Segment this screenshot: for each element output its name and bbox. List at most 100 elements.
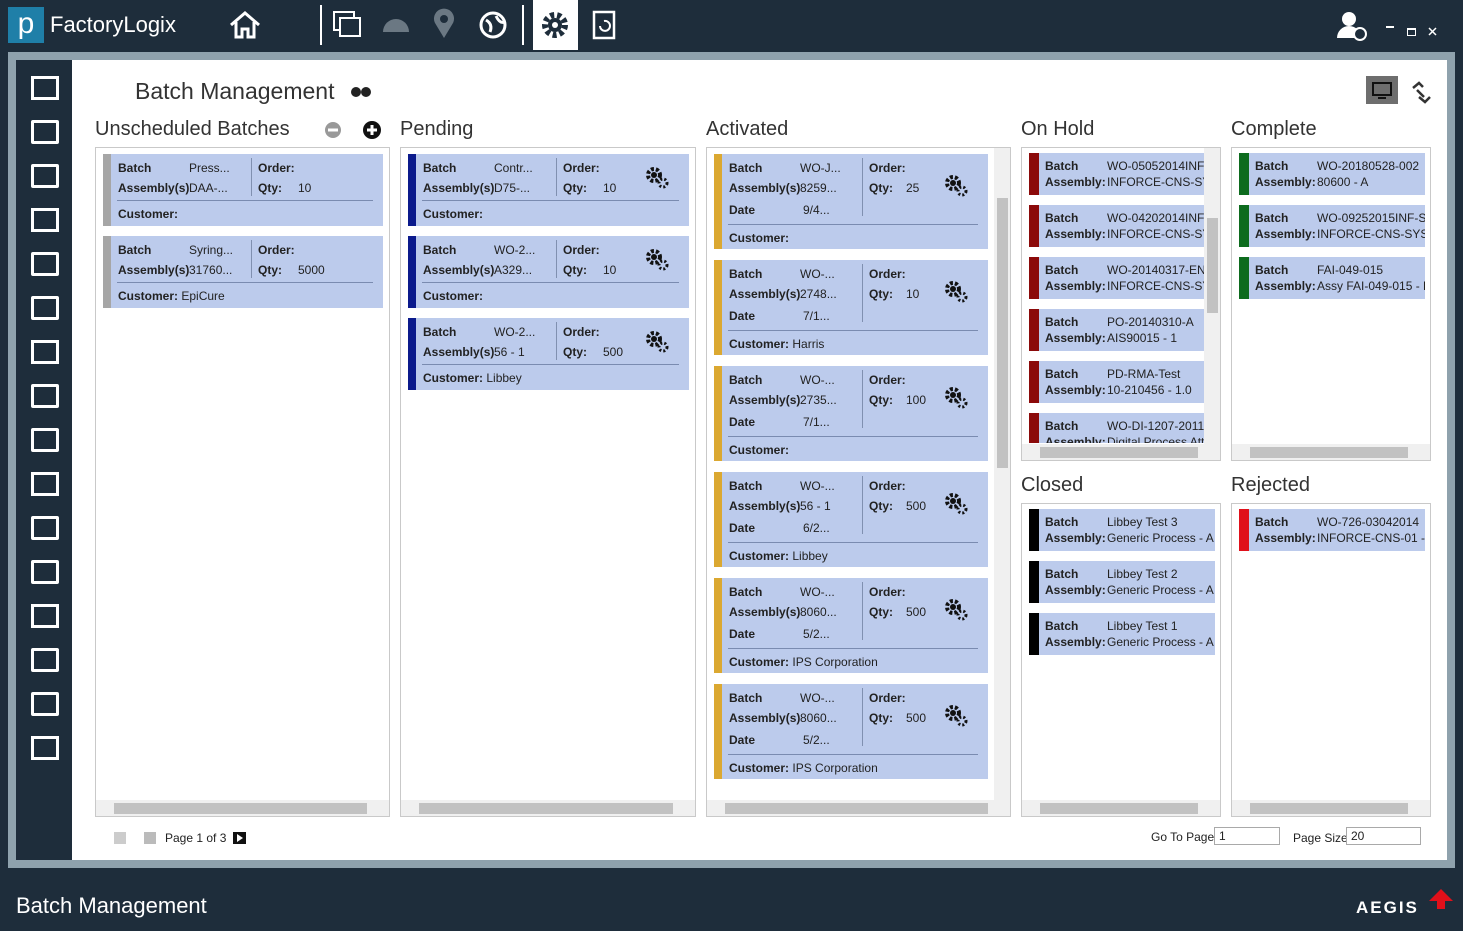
lane-body: Batch WO-726-03042014 Assembly: INFORCE-CNS… [1232,504,1430,799]
add-button[interactable] [362,120,382,140]
location-button[interactable] [430,8,458,40]
batch-card[interactable]: Batch PD-RMA-Test Assembly: 10-210456 - 1.0 [1029,361,1204,403]
value: A329... [494,263,533,277]
divider [251,240,252,278]
sidebar-button[interactable] [31,472,59,496]
value: Harris [792,337,825,351]
lane-title: On Hold [1021,118,1095,140]
lane-title: Complete [1231,118,1317,140]
h-scrollbar [1232,444,1430,460]
link-button[interactable] [1409,80,1433,104]
sidebar-button[interactable] [31,120,59,144]
batch-card[interactable]: Batch WO-... Assembly(s) 2748... Order: Qty: 1… [714,260,988,355]
batch-card[interactable]: Batch Press... Assembly(s) DAA-... Order: Qty… [103,154,383,226]
batch-card[interactable]: Batch WO-04202014INF Assembly: INFORCE-CNS-… [1029,205,1204,247]
h-scrollbar [707,800,1010,816]
user-button[interactable] [1336,10,1368,42]
customer-row: Customer: IPS Corporation [729,655,878,669]
h-scrollbar [401,800,695,816]
v-scrollbar [994,148,1010,800]
customer-row: Customer: [729,231,789,245]
sidebar-button[interactable] [31,296,59,320]
status-stripe [408,236,416,308]
batch-card[interactable]: Batch WO-05052014INF Assembly: INFORCE-CNS-… [1029,153,1204,195]
h-scrollbar [96,800,389,816]
close-button[interactable] [1428,27,1437,36]
sidebar-button[interactable] [31,164,59,188]
batch-card[interactable]: Batch Libbey Test 1 Assembly: Generic Proce… [1029,613,1215,655]
batch-card[interactable]: Batch WO-20140317-EN Assembly: INFORCE-CNS-… [1029,257,1204,299]
sidebar-button[interactable] [31,340,59,364]
page-size-input[interactable]: 20 [1346,827,1421,845]
windows-button[interactable] [332,10,364,40]
separator [728,542,978,543]
label: Assembly: [1045,583,1106,597]
batch-card[interactable]: Batch WO-2... Assembly(s) 56 - 1 Order: Qty: 5… [408,318,689,390]
batch-card[interactable]: Batch WO-09252015INF-SP Assembly: INFORCE-C… [1239,205,1425,247]
label: Customer: [118,207,179,221]
minimize-button[interactable] [1386,26,1394,28]
sidebar-button[interactable] [31,604,59,628]
refresh-button[interactable] [592,10,618,40]
value: IPS Corporation [792,655,878,669]
label: Customer: [729,443,790,457]
sidebar-button[interactable] [31,428,59,452]
batch-card[interactable]: Batch WO-726-03042014 Assembly: INFORCE-CNS… [1239,509,1425,551]
label: Assembly(s) [729,711,801,725]
sidebar-button[interactable] [31,648,59,672]
value: INFORCE-CNS-SYS - A [1317,227,1425,241]
sidebar-button[interactable] [31,560,59,584]
batch-card[interactable]: Batch WO-2... Assembly(s) A329... Order: Qty:… [408,236,689,308]
label: Batch [1045,619,1079,633]
value: WO-2... [494,243,536,257]
value: 8060... [800,711,837,725]
batch-card[interactable]: Batch WO-... Assembly(s) 2735... Order: Qty: 1… [714,366,988,461]
batch-card[interactable]: Batch PO-20140310-A Assembly: AIS90015 - 1 [1029,309,1204,351]
value: 5/2... [803,733,830,747]
sidebar-button[interactable] [31,252,59,276]
sidebar-button[interactable] [31,208,59,232]
value: WO-... [800,585,835,599]
label: Batch [1045,567,1079,581]
globe-button[interactable] [478,10,508,40]
go-to-page-label: Go To Page [1151,830,1215,844]
label: Assembly: [1255,175,1316,189]
go-to-page-input[interactable]: 1 [1214,827,1280,845]
label: Qty: [563,263,587,277]
batch-card[interactable]: Batch WO-... Assembly(s) 8060... Order: Qty: 5… [714,578,988,673]
batch-card[interactable]: Batch Libbey Test 3 Assembly: Generic Proce… [1029,509,1215,551]
batch-card[interactable]: Batch WO-20180528-002 Assembly: 80600 - A [1239,153,1425,195]
sidebar-button[interactable] [31,76,59,100]
home-button[interactable] [228,10,262,40]
value: WO-2... [494,325,536,339]
sidebar-button[interactable] [31,692,59,716]
label: Order: [869,373,906,387]
maximize-button[interactable] [1407,28,1416,36]
separator [117,282,373,283]
batch-card[interactable]: Batch Libbey Test 2 Assembly: Generic Proce… [1029,561,1215,603]
batch-card[interactable]: Batch WO-DI-1207-2011 Assembly: Digital Pro… [1029,413,1204,443]
batch-card[interactable]: Batch WO-J... Assembly(s) 8259... Order: Qty:… [714,154,988,249]
helmet-button[interactable] [380,10,412,40]
sidebar-button[interactable] [31,516,59,540]
value: WO-20140317-EN [1107,263,1204,277]
status-stripe [714,154,722,249]
batch-card[interactable]: Batch WO-... Assembly(s) 8060... Order: Qty: 5… [714,684,988,779]
label: Date [729,203,756,217]
settings-tab[interactable] [533,0,578,50]
batch-card[interactable]: Batch FAI-049-015 Assembly: Assy FAI-049-01… [1239,257,1425,299]
divider [862,264,863,322]
glasses-icon[interactable] [350,86,372,98]
sidebar-button[interactable] [31,384,59,408]
batch-card[interactable]: Batch WO-... Assembly(s) 56 - 1 Order: Qty: 50… [714,472,988,567]
status-stripe [1029,205,1039,247]
batch-card[interactable]: Batch Syring... Assembly(s) 31760... Order: Q… [103,236,383,308]
next-button[interactable] [232,830,248,846]
display-button[interactable] [1366,76,1398,104]
label: Batch [1045,515,1079,529]
sidebar-button[interactable] [31,736,59,760]
label: Date [729,627,756,641]
lane-title: Activated [706,118,789,140]
batch-card[interactable]: Batch Contr... Assembly(s) D75-... Order: Qty… [408,154,689,226]
remove-button[interactable] [323,120,343,140]
